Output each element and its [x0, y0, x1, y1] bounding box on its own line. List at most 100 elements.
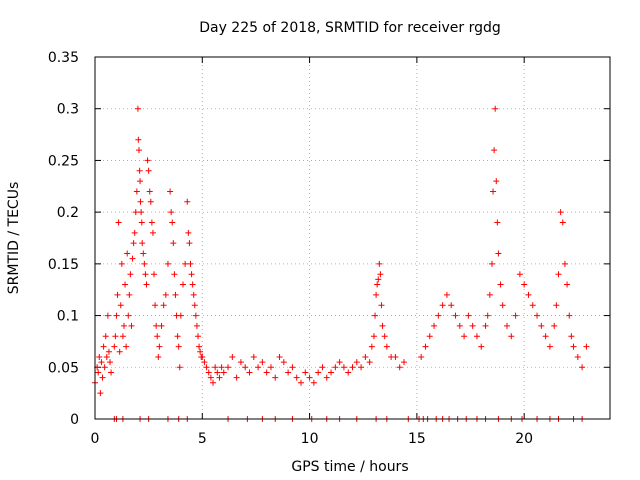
y-tick-label: 0.35: [48, 50, 79, 66]
data-point: [131, 229, 138, 236]
data-point: [143, 281, 150, 288]
data-point: [379, 322, 386, 329]
data-point: [107, 359, 114, 366]
data-point: [95, 369, 102, 376]
data-point: [418, 353, 425, 360]
data-point: [259, 359, 266, 366]
data-point: [422, 343, 429, 350]
data-point: [120, 322, 127, 329]
data-point: [443, 291, 450, 298]
data-point: [116, 348, 123, 355]
data-point: [176, 364, 183, 371]
data-point: [289, 364, 296, 371]
data-point: [114, 291, 121, 298]
data-point: [555, 271, 562, 278]
data-point: [381, 333, 388, 340]
data-point: [96, 353, 103, 360]
data-point: [237, 359, 244, 366]
data-point: [220, 369, 227, 376]
data-point: [135, 136, 142, 143]
data-point: [155, 353, 162, 360]
data-point: [456, 322, 463, 329]
data-point: [195, 333, 201, 340]
data-point: [255, 364, 262, 371]
data-point: [570, 343, 577, 350]
y-tick-label: 0.25: [48, 153, 79, 169]
data-point: [172, 291, 179, 298]
data-point: [197, 348, 204, 355]
data-point: [177, 312, 184, 319]
data-point: [132, 209, 139, 216]
data-point: [141, 260, 148, 267]
data-point: [332, 364, 339, 371]
data-point: [191, 302, 198, 309]
data-point: [521, 281, 528, 288]
data-point: [323, 374, 330, 381]
data-point: [494, 219, 501, 226]
data-point: [319, 364, 326, 371]
data-point: [160, 302, 167, 309]
data-point: [137, 198, 144, 205]
data-point: [280, 359, 287, 366]
data-point: [293, 374, 300, 381]
data-point: [473, 333, 480, 340]
data-point: [328, 369, 335, 376]
data-point: [136, 167, 143, 174]
data-point: [267, 364, 274, 371]
data-point: [122, 281, 129, 288]
data-point: [250, 353, 257, 360]
data-point: [495, 250, 502, 257]
data-point: [133, 188, 140, 195]
data-point: [383, 343, 390, 350]
data-point: [201, 359, 208, 366]
data-point: [193, 322, 200, 329]
data-point: [349, 364, 356, 371]
data-point: [488, 260, 495, 267]
data-point: [426, 333, 433, 340]
data-point: [566, 312, 573, 319]
data-point: [564, 281, 571, 288]
data-point: [153, 322, 160, 329]
data-point: [538, 322, 545, 329]
data-point: [146, 188, 153, 195]
data-point: [164, 260, 171, 267]
data-point: [439, 302, 446, 309]
data-point: [102, 333, 109, 340]
y-tick-label: 0: [70, 412, 79, 428]
x-tick-label: 15: [408, 431, 426, 447]
data-point: [574, 353, 581, 360]
data-point: [105, 348, 112, 355]
data-point: [579, 364, 586, 371]
data-point: [499, 302, 506, 309]
data-point: [184, 198, 191, 205]
data-point: [465, 312, 472, 319]
data-point: [216, 374, 223, 381]
data-point: [170, 240, 177, 247]
data-point: [135, 147, 142, 154]
data-point: [129, 255, 136, 262]
data-point: [167, 188, 174, 195]
data-point: [152, 302, 159, 309]
grid-lines: [95, 57, 610, 419]
data-point: [145, 167, 152, 174]
data-point: [138, 209, 145, 216]
x-tick-label: 0: [91, 431, 100, 447]
data-point: [128, 322, 135, 329]
data-point: [138, 219, 145, 226]
data-point: [179, 281, 186, 288]
data-point: [368, 343, 375, 350]
data-point: [187, 260, 194, 267]
data-point: [199, 353, 206, 360]
data-point: [139, 240, 146, 247]
data-point: [484, 312, 491, 319]
data-point: [242, 364, 249, 371]
data-point: [358, 364, 365, 371]
x-tick-label: 10: [301, 431, 319, 447]
data-point: [124, 250, 131, 257]
x-tick-labels: 0 5 10 15 20: [91, 431, 534, 447]
y-tick-labels: 0 0.05 0.1 0.15 0.2 0.25 0.3 0.35: [48, 50, 79, 428]
data-point: [127, 271, 134, 278]
data-point: [188, 271, 195, 278]
data-point: [516, 271, 523, 278]
data-point: [315, 369, 322, 376]
